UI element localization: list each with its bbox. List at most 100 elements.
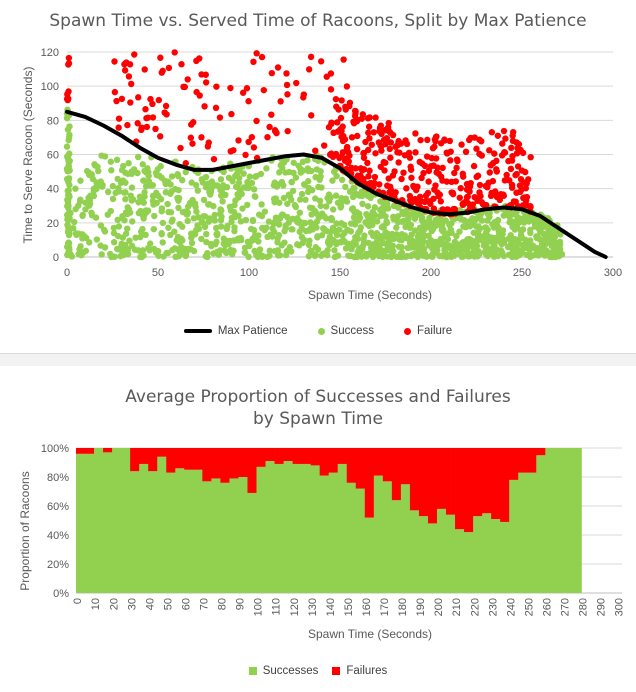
x-tick-label: 200 — [422, 267, 440, 279]
bar-success — [477, 516, 483, 593]
success-point — [248, 179, 256, 187]
bar-failure — [238, 448, 244, 477]
failure-point — [412, 149, 419, 156]
x-tick-label: 260 — [541, 598, 553, 616]
bar-success — [152, 471, 158, 593]
success-point — [66, 208, 73, 216]
success-point — [399, 210, 406, 217]
bar-success — [333, 472, 339, 593]
failure-point — [427, 200, 434, 207]
success-point — [332, 192, 340, 199]
bar-failure — [536, 448, 542, 456]
failure-point — [408, 174, 415, 181]
bar-success — [482, 513, 488, 593]
bar-failure — [215, 448, 221, 479]
failure-point — [332, 95, 340, 103]
failure-point — [127, 99, 134, 106]
success-point — [470, 229, 477, 236]
success-point — [312, 173, 319, 181]
failure-point — [466, 188, 473, 195]
failure-point — [343, 83, 351, 90]
x-tick-label: 50 — [152, 267, 164, 279]
success-point — [549, 228, 557, 236]
failure-point — [161, 109, 168, 116]
success-point — [200, 212, 207, 220]
bar-failure — [405, 448, 411, 485]
bar-failure — [297, 448, 303, 464]
bar-failure — [310, 448, 316, 466]
legend-item-max-patience: Max Patience — [183, 325, 288, 337]
scatter-chart-title: Spawn Time vs. Served Time of Racoons, S… — [49, 11, 587, 31]
failure-point — [457, 185, 464, 192]
failure-point — [401, 152, 409, 159]
success-point — [159, 239, 166, 246]
success-point — [284, 200, 291, 207]
bar-failure — [175, 448, 181, 469]
success-point — [66, 131, 73, 139]
success-point — [523, 251, 530, 259]
bar-success — [513, 479, 519, 593]
success-point — [271, 218, 278, 226]
bar-success — [184, 469, 190, 593]
failure-point — [340, 56, 347, 63]
success-point — [77, 243, 84, 250]
success-point — [499, 249, 506, 257]
bar-failure — [409, 448, 415, 511]
success-point — [464, 236, 471, 243]
success-point — [179, 223, 186, 230]
bar-success — [297, 463, 303, 593]
success-point — [99, 183, 106, 190]
failure-point — [366, 167, 373, 174]
success-point — [369, 253, 377, 261]
bar-success — [346, 482, 352, 593]
success-point — [258, 212, 266, 220]
failure-point — [398, 175, 405, 183]
success-point — [276, 199, 283, 206]
failure-point — [446, 137, 454, 145]
bar-failure — [324, 448, 330, 476]
success-point — [492, 252, 499, 259]
failure-point — [372, 150, 379, 157]
legend-item-failures: Failures — [332, 665, 387, 677]
success-point — [390, 213, 397, 221]
bar-success — [121, 448, 127, 593]
success-point — [142, 231, 149, 239]
failure-point — [360, 150, 367, 157]
failure-point — [350, 118, 357, 126]
bar-failure — [328, 448, 334, 473]
failure-point — [365, 146, 372, 154]
bar-success — [495, 519, 501, 593]
success-point — [144, 207, 152, 214]
failure-point — [460, 173, 467, 180]
success-point — [173, 237, 180, 244]
failure-point — [189, 140, 196, 147]
bar-success — [193, 469, 199, 593]
failure-point — [425, 178, 432, 185]
success-point — [292, 174, 300, 181]
success-point — [424, 223, 431, 231]
success-point — [436, 252, 443, 260]
success-point — [408, 231, 415, 238]
x-tick-label: 60 — [180, 598, 192, 610]
bar-failure — [418, 448, 424, 517]
success-point — [140, 177, 147, 184]
bar-success — [270, 461, 275, 593]
success-point — [225, 174, 233, 182]
legend-label-successes: Successes — [262, 665, 319, 677]
success-point — [519, 226, 527, 233]
failure-point — [386, 145, 394, 153]
failure-point — [400, 169, 407, 176]
success-point — [319, 250, 327, 257]
success-point — [278, 211, 286, 218]
bar-success — [274, 463, 280, 593]
success-point — [274, 235, 281, 242]
failure-point — [317, 58, 325, 65]
failure-point — [508, 144, 515, 152]
bar-failure — [279, 448, 284, 464]
success-point — [394, 218, 402, 226]
bar-success — [279, 463, 284, 593]
bar-success — [540, 455, 546, 593]
success-point — [119, 177, 127, 184]
failure-point — [157, 133, 164, 140]
success-point — [217, 206, 224, 213]
